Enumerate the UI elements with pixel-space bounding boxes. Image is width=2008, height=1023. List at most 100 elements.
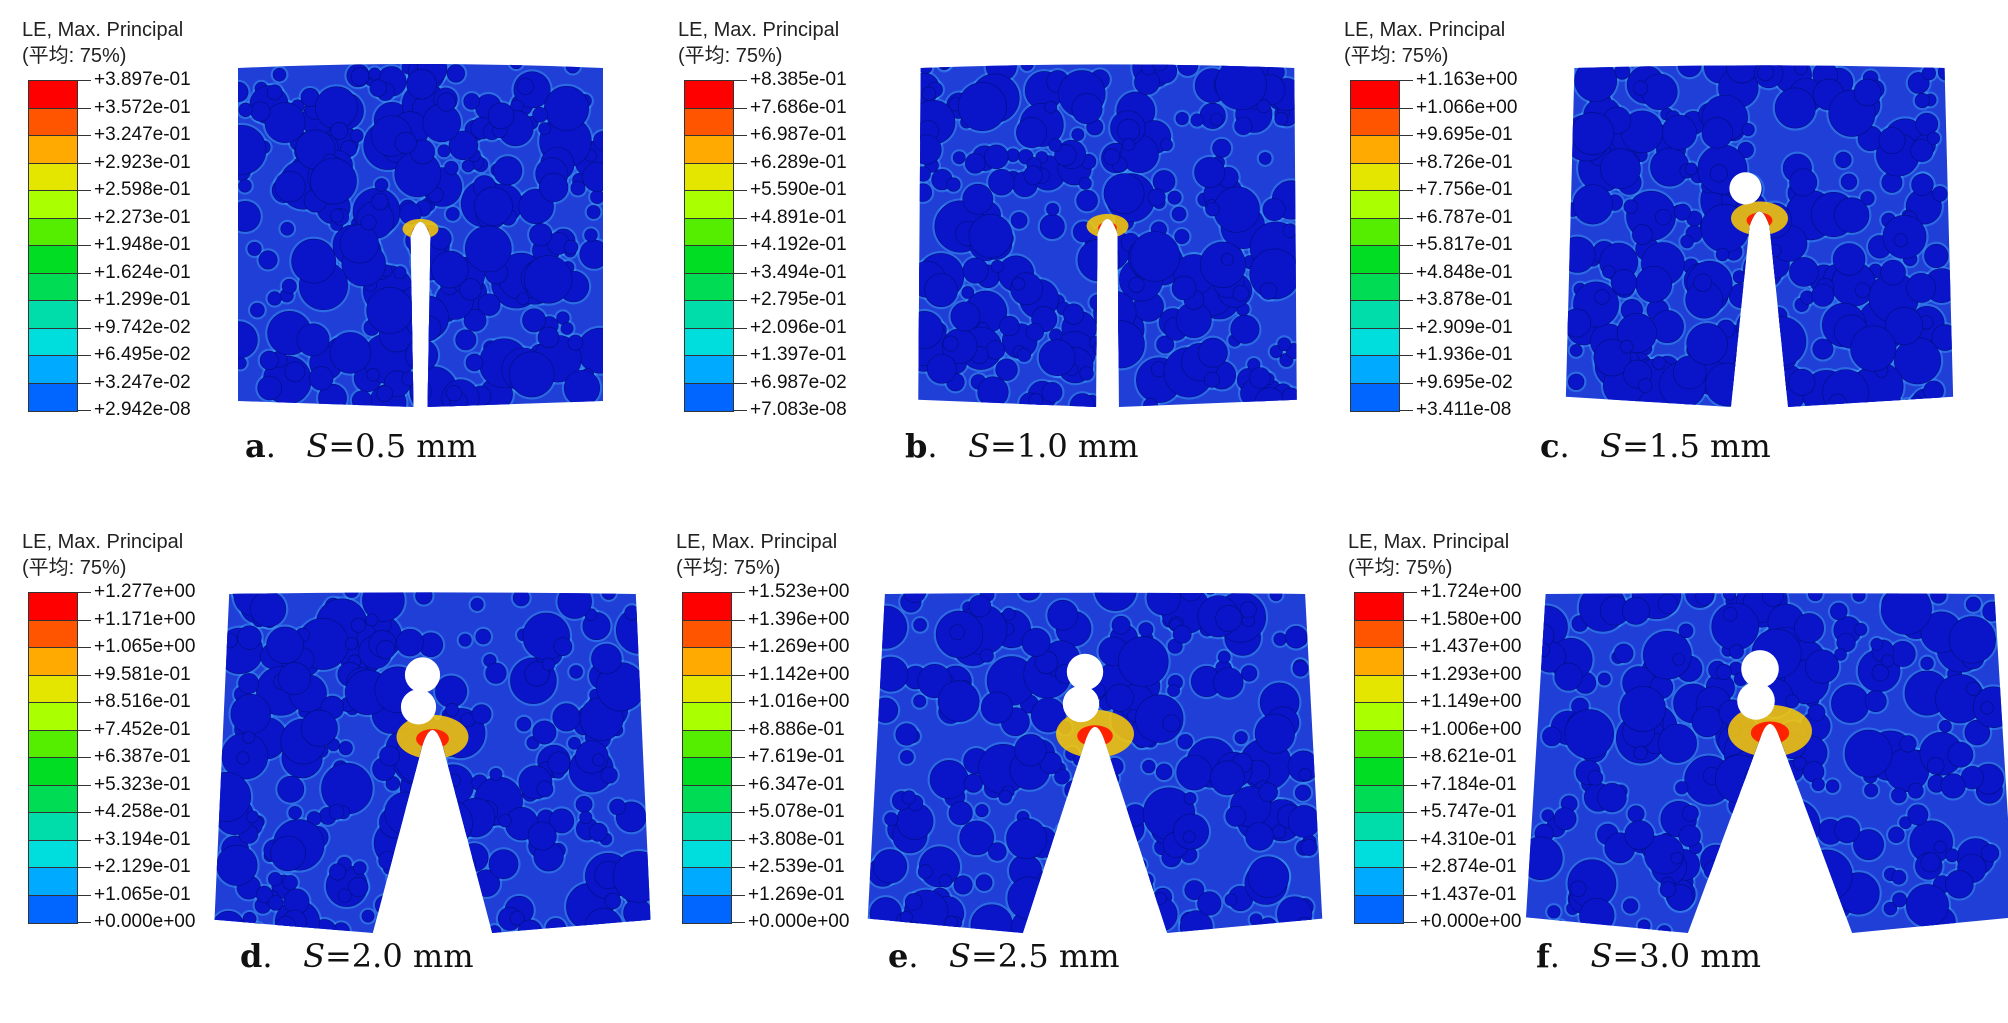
aggregate-particle [425, 799, 473, 848]
aggregate-particle [1565, 308, 1592, 338]
interface-halo [403, 853, 460, 910]
legend-value-label: +1.624e-01 [94, 261, 191, 283]
interface-halo [407, 794, 425, 812]
aggregate-particle [1041, 382, 1063, 403]
aggregate-particle [345, 637, 358, 651]
aggregate-particle [1212, 138, 1232, 158]
legend-value-label: +3.494e-01 [750, 261, 847, 283]
legend-value-label: +8.516e-01 [94, 691, 191, 712]
peak-strain-spot [1750, 721, 1790, 745]
legend-swatch [685, 356, 733, 384]
interface-halo [421, 842, 439, 860]
aggregate-particle [1045, 896, 1062, 913]
aggregate-particle [1800, 849, 1853, 902]
interface-halo [1785, 822, 1805, 841]
aggregate-particle [588, 822, 608, 842]
aggregate-particle [569, 665, 583, 679]
legend-tick [1399, 245, 1413, 246]
aggregate-particle [1881, 654, 1895, 668]
aggregate-particle [448, 130, 479, 161]
aggregate-particle [1643, 630, 1692, 680]
aggregate-particle [873, 656, 909, 692]
legend-value-label: +6.289e-01 [750, 151, 847, 173]
aggregate-particle [1143, 397, 1158, 408]
aggregate-particle [296, 323, 330, 357]
deformed-specimen [1526, 593, 2008, 933]
aggregate-particle [1572, 184, 1613, 225]
aggregate-particle [1526, 836, 1563, 880]
aggregate-particle [238, 356, 247, 370]
aggregate-particle [1756, 853, 1777, 873]
legend-value-label: +1.142e+00 [748, 663, 850, 685]
legend-swatch [685, 191, 733, 219]
legend-swatch [1351, 246, 1399, 274]
legend-tick [1403, 702, 1417, 703]
aggregate-particle [1204, 592, 1217, 595]
aggregate-particle [1854, 622, 1868, 636]
aggregate-particle [455, 329, 477, 351]
legend-tick [77, 592, 91, 593]
aggregate-particle [1632, 224, 1653, 245]
aggregate-particle [900, 750, 914, 764]
legend-tick [731, 894, 745, 896]
aggregate-field [918, 64, 1297, 408]
aggregate-particle [552, 703, 581, 732]
aggregate-particle [1101, 852, 1115, 867]
aggregate-particle [1020, 64, 1034, 71]
peak-strain-spot [412, 225, 429, 236]
aggregate-particle [1637, 919, 1651, 933]
legend-tick [1403, 812, 1417, 813]
aggregate-particle [366, 368, 380, 382]
panel-separator: . [265, 427, 276, 465]
aggregate-particle [1171, 206, 1187, 222]
aggregate-particle [266, 626, 304, 665]
aggregate-particle [1844, 729, 1893, 778]
aggregate-particle [508, 351, 555, 398]
crack-tip-strain-zone [1731, 201, 1788, 236]
legend-value-label: +1.269e+00 [748, 636, 850, 657]
aggregate-particle [538, 172, 569, 203]
legend-subtitle: (平均: 75%) [1348, 557, 1453, 579]
legend-swatch [1351, 81, 1399, 109]
legend-tick [731, 647, 745, 648]
legend-value-label: +1.299e-01 [94, 289, 191, 310]
aggregate-particle [1600, 148, 1641, 190]
legend-value-label: +1.065e+00 [94, 636, 196, 657]
aggregate-particle [567, 334, 584, 351]
aggregate-particle [272, 67, 287, 82]
aggregate-particle [1230, 314, 1260, 344]
legend-tick [1403, 729, 1417, 731]
legend-tick [1399, 355, 1413, 356]
aggregate-particle [1833, 197, 1870, 233]
aggregate-particle [247, 241, 262, 256]
aggregate-particle [1076, 189, 1098, 212]
aggregate-particle [376, 640, 396, 660]
aggregate-particle [532, 106, 548, 123]
legend-value-label: +6.987e-02 [750, 371, 847, 393]
aggregate-particle [270, 835, 306, 872]
aggregate-particle [255, 885, 273, 903]
aggregate-particle [1597, 782, 1627, 813]
aggregate-particle [384, 791, 428, 835]
aggregate-particle [1078, 176, 1092, 190]
aggregate-particle [1920, 852, 1941, 873]
aggregate-particle [238, 321, 258, 359]
aggregate-particle [409, 796, 423, 809]
aggregate-particle [545, 918, 567, 934]
aggregate-particle [1038, 339, 1076, 377]
aggregate-particle [259, 350, 279, 370]
aggregate-particle [387, 871, 401, 885]
aggregate-particle [1945, 848, 1959, 863]
aggregate-particle [350, 129, 364, 143]
aggregate-particle [237, 625, 262, 650]
aggregate-particle [1287, 805, 1321, 838]
aggregate-particle [1878, 127, 1906, 154]
interface-halo [1754, 850, 1779, 875]
legend-swatch [29, 730, 77, 758]
aggregate-particle [1924, 243, 1949, 269]
aggregate-particle [1106, 757, 1124, 776]
aggregate-particle [1933, 840, 1947, 854]
legend-tick [77, 702, 91, 703]
legend-value-label: +4.848e-01 [1416, 261, 1513, 283]
aggregate-particle [872, 697, 899, 723]
